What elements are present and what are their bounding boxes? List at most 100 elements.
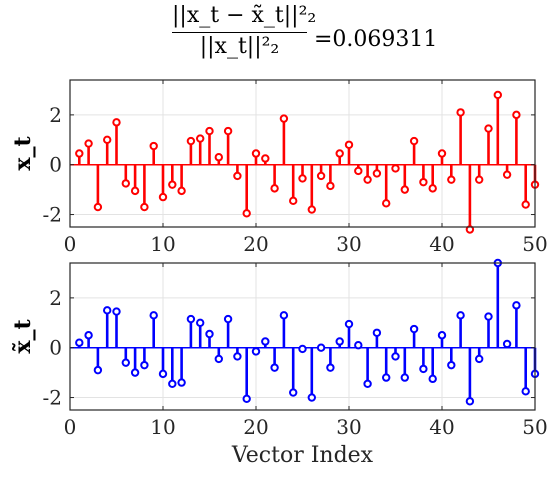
stem-marker (521, 387, 530, 396)
stem-marker (502, 170, 512, 179)
stem-marker (270, 363, 279, 372)
y-tick-label: 0 (49, 336, 62, 360)
x-tick-label: 20 (243, 232, 268, 256)
stem-marker (400, 185, 409, 194)
stem-marker (307, 393, 316, 402)
axes-box (69, 79, 536, 228)
stem-marker (186, 314, 196, 324)
stem-marker (344, 140, 354, 149)
stem-marker (140, 360, 149, 370)
stem-marker (149, 311, 158, 320)
stem-marker (84, 139, 93, 148)
x-tick-label: 40 (429, 232, 454, 256)
stem-marker (93, 202, 103, 212)
stem-marker (447, 175, 456, 184)
stem-marker (158, 192, 168, 202)
stem-marker (103, 135, 112, 144)
stem-marker (326, 363, 335, 372)
stem-marker (168, 379, 177, 389)
stem-marker (84, 331, 93, 340)
stem-marker (437, 331, 447, 340)
y-tick-label: 2 (49, 286, 62, 310)
stem-marker (214, 354, 224, 364)
stem-marker (186, 136, 196, 146)
stem-marker (475, 175, 484, 184)
stem-marker (279, 311, 289, 320)
stem-marker (437, 149, 447, 158)
stem-marker (354, 341, 363, 350)
stem-marker (289, 388, 298, 397)
stem-marker (372, 328, 382, 337)
stem-marker (307, 205, 316, 214)
x-tick-label: 30 (336, 415, 361, 439)
stem-marker (298, 344, 307, 354)
stem-marker (335, 337, 344, 346)
stem-marker (251, 347, 261, 356)
stem-marker (158, 369, 168, 379)
x-tick-label: 40 (429, 415, 454, 439)
stem-marker (103, 306, 112, 315)
stem-marker (447, 360, 456, 370)
stem-marker (502, 339, 512, 349)
y-tick-label: -2 (43, 203, 62, 227)
stem-marker (261, 337, 270, 346)
stem-marker (484, 124, 493, 133)
stem-marker (270, 184, 279, 193)
stem-marker (289, 196, 298, 206)
stem-marker (475, 354, 484, 364)
stem-marker (112, 307, 121, 316)
stem-marker (363, 175, 372, 184)
stem-marker (121, 358, 131, 367)
stem-marker (465, 397, 475, 406)
stem-marker (130, 368, 140, 377)
stem-marker (512, 110, 521, 120)
stem-marker (382, 373, 391, 382)
x-tick-label: 0 (64, 415, 77, 439)
stem-marker (344, 319, 354, 329)
stem-marker (233, 352, 242, 361)
stem-marker (196, 318, 205, 327)
stem-marker (382, 199, 391, 208)
stem-marker (419, 177, 428, 187)
stem-marker (121, 179, 131, 188)
title-equals-value: =0.069311 (314, 27, 438, 52)
axes-box (69, 262, 536, 411)
stem-marker (456, 311, 465, 320)
stem-marker (391, 164, 400, 173)
x-tick-label: 10 (150, 415, 175, 439)
y-axis-label: x̃_t (10, 319, 36, 354)
stem-marker (93, 365, 103, 375)
y-tick-label: 2 (49, 103, 62, 127)
stem-marker (205, 126, 214, 136)
stem-marker (316, 343, 326, 352)
stem-marker (400, 373, 409, 382)
stem-marker (372, 169, 382, 178)
stem-marker (409, 324, 419, 334)
stem-marker (242, 209, 251, 218)
stem-marker (465, 225, 475, 234)
stem-marker (456, 108, 465, 117)
title-numerator: ||x_t − x̃_t||²₂ (172, 2, 316, 33)
stem-marker (242, 394, 251, 403)
stem-marker (177, 186, 186, 196)
y-tick-label: 0 (49, 153, 62, 177)
stem-marker (512, 301, 521, 310)
stem-marker (214, 153, 224, 162)
stem-marker (391, 352, 400, 361)
stem-marker (75, 338, 84, 347)
x-tick-label: 10 (150, 232, 175, 256)
stem-marker (205, 329, 214, 339)
x-tick-label: 20 (243, 415, 268, 439)
x-tick-label: 0 (64, 232, 77, 256)
x-tick-label: 50 (522, 232, 547, 256)
stem-marker (223, 314, 233, 324)
stem-marker (223, 126, 233, 136)
stem-marker (233, 171, 242, 181)
stem-marker (484, 312, 493, 321)
y-tick-label: -2 (43, 386, 62, 410)
stem-marker (168, 180, 177, 189)
stem-marker (251, 149, 261, 158)
stem-marker (298, 174, 307, 183)
